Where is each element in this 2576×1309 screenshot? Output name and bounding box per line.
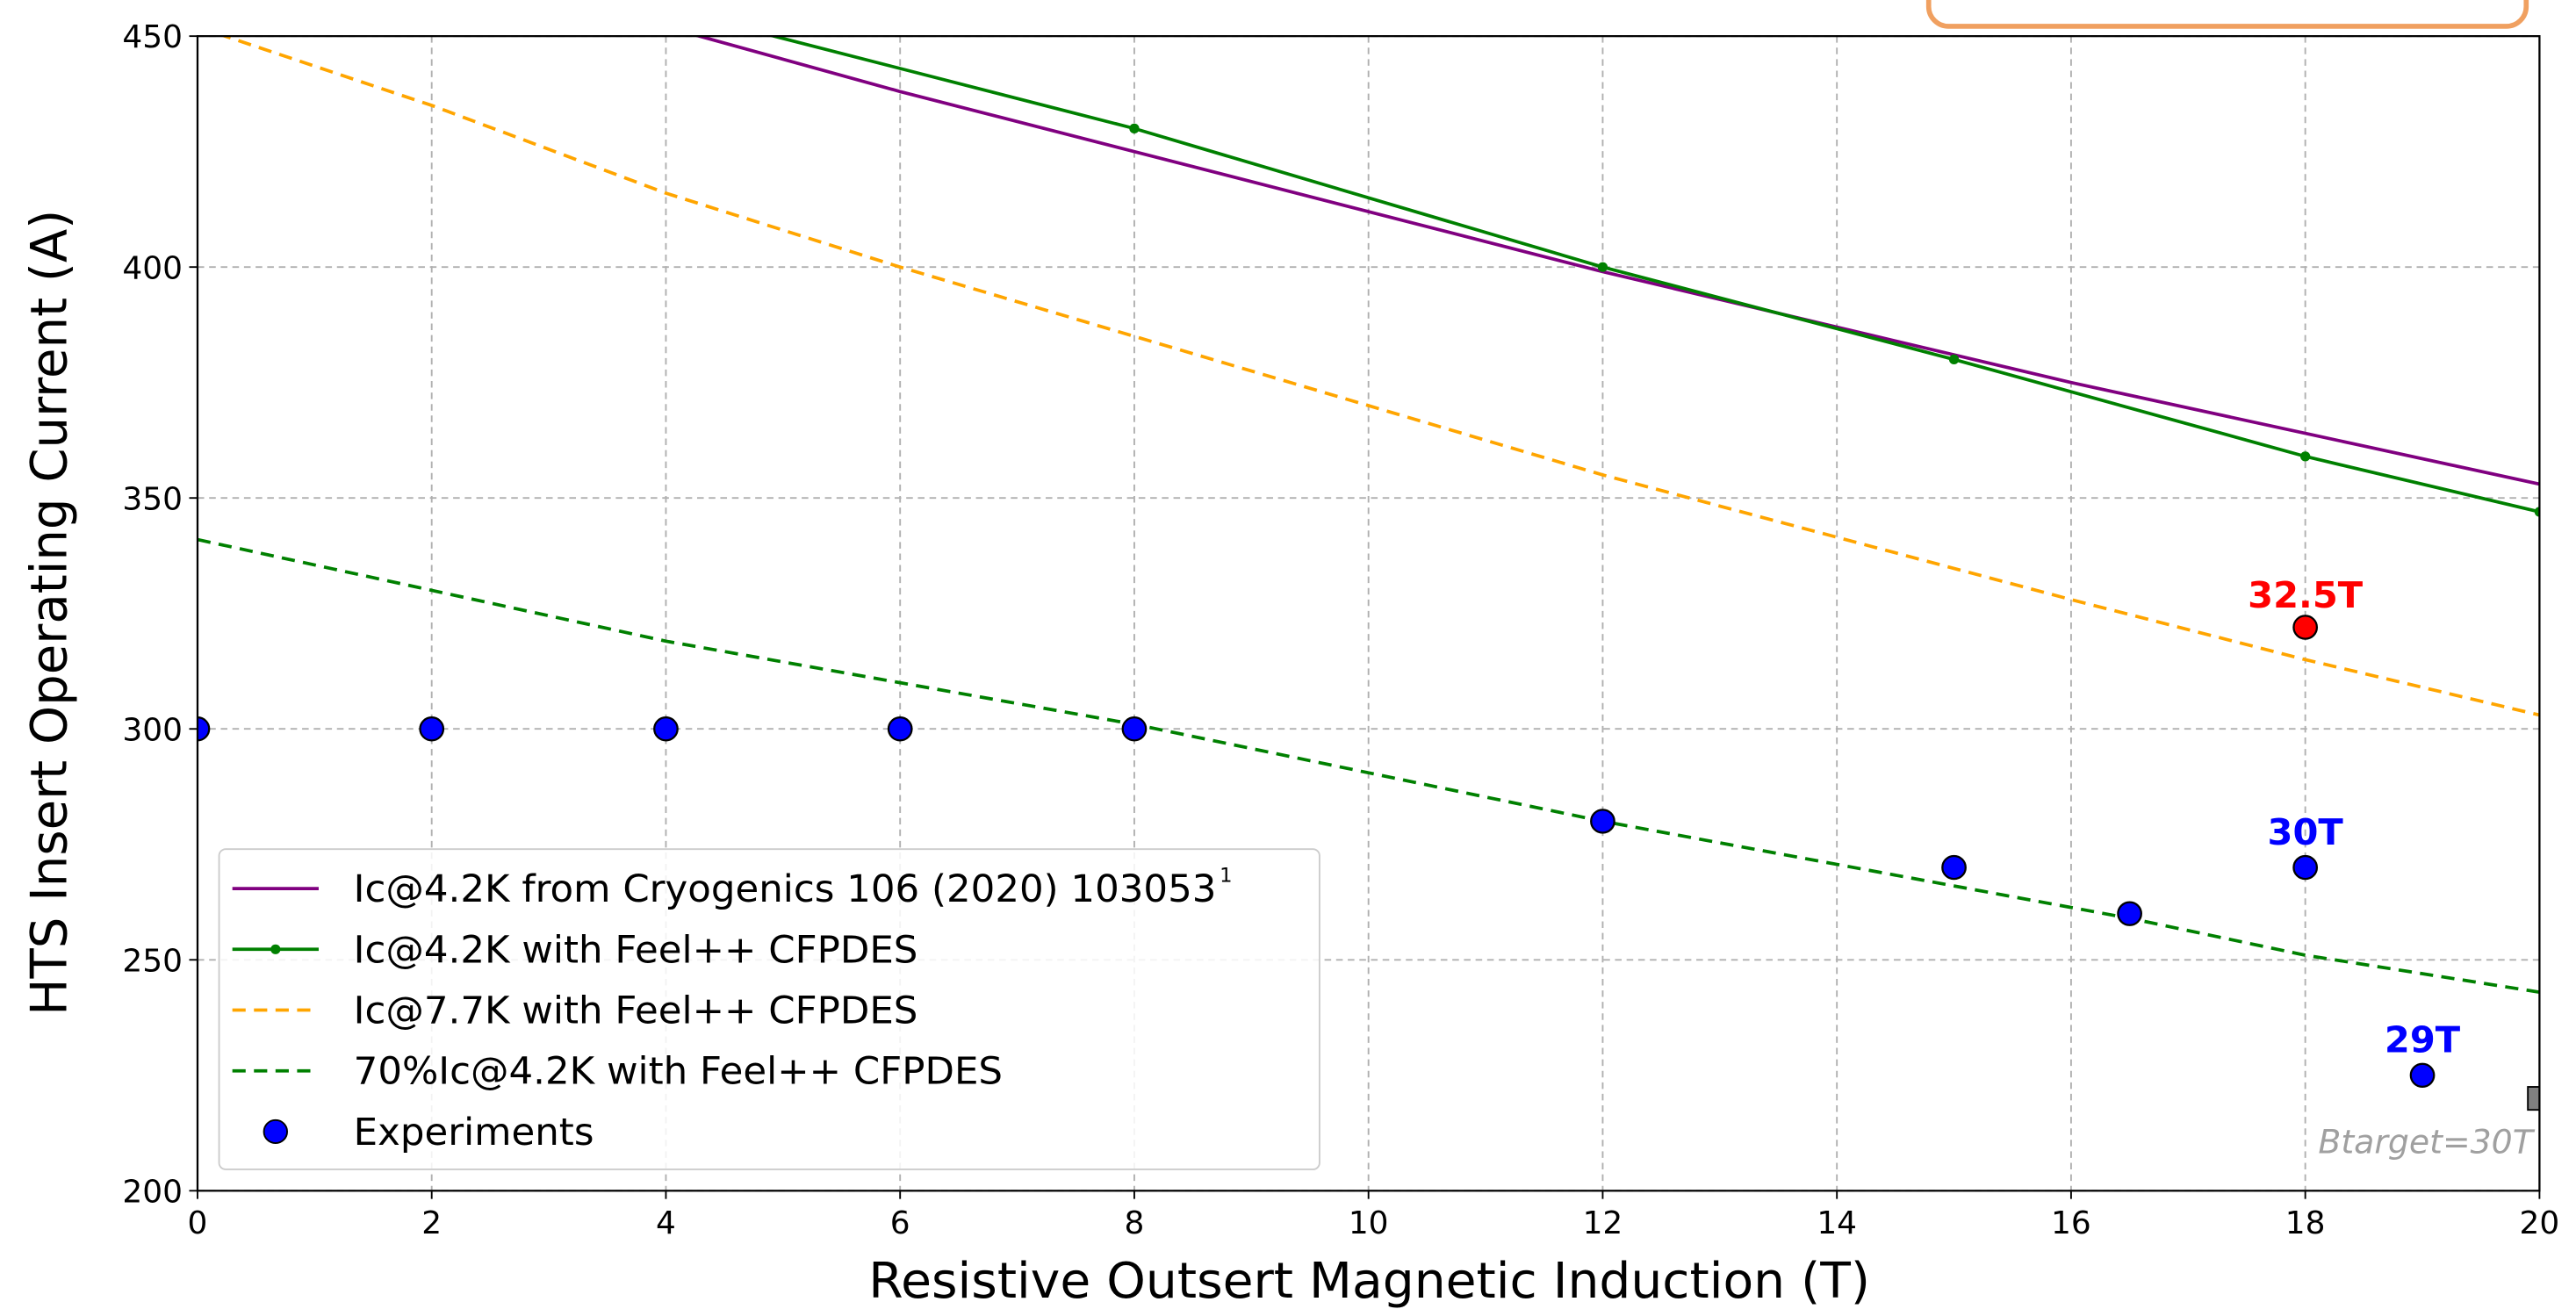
highlight-point [2292,615,2319,640]
legend-marker [263,1118,288,1144]
x-tick-label: 8 [1125,1205,1145,1241]
x-tick-label: 6 [890,1205,910,1241]
y-tick-label: 300 [122,713,183,749]
x-tick-label: 2 [421,1205,442,1241]
x-tick-label: 10 [1349,1205,1389,1241]
legend-label: Ic@7.7K with Feel++ CFPDES [354,989,918,1033]
legend-label: 70%Ic@4.2K with Feel++ CFPDES [354,1050,1003,1094]
y-axis-label: HTS Insert Operating Current (A) [21,210,78,1016]
plot-frame [196,35,2541,1192]
annotation: 29T [2385,1019,2460,1061]
point-label: 32.5T [2248,574,2363,616]
experiment-point [653,716,679,742]
legend-footnote: 1 [1220,865,1232,888]
series-marker [1597,262,1608,272]
experiment-point [197,716,211,742]
experiment-point [2292,854,2319,881]
x-tick-label: 12 [1583,1205,1623,1241]
y-tick-label: 350 [122,481,183,517]
y-tick-label: 400 [122,250,183,286]
experiment-point [1121,716,1148,742]
series-marker [661,4,671,13]
legend-marker [270,944,281,954]
x-tick-label: 4 [656,1205,676,1241]
series-marker [2299,451,2311,462]
x-tick-label: 14 [1817,1205,1857,1241]
x-tick-label: 20 [2520,1205,2560,1241]
experiment-point [419,716,445,742]
legend-label: Ic@4.2K with Feel++ CFPDES [354,928,918,972]
legend-box [218,848,1320,1170]
experiment-point [1941,854,1967,881]
y-tick-label: 250 [122,944,183,980]
y-tick-label: 450 [122,19,183,55]
legend-label: Experiments [354,1111,594,1154]
target-point [2527,1086,2540,1111]
experiment-point [2409,1062,2436,1089]
header-box [1925,0,2529,29]
x-axis-label: Resistive Outsert Magnetic Induction (T) [868,1253,1870,1309]
x-tick-label: 0 [188,1205,208,1241]
series-line [197,537,2540,994]
plot-area [197,4,2540,1111]
series-line [219,36,2540,717]
experiment-point [887,716,913,742]
y-tick-label: 200 [122,1175,183,1211]
annotation: 30T [2268,811,2343,853]
experiment-point [1590,809,1615,834]
series-line [767,36,2540,514]
series-marker [1948,354,1960,365]
series-marker [2534,507,2540,517]
note: Btarget=30T [2318,1122,2535,1161]
x-tick-label: 16 [2051,1205,2091,1241]
x-tick-label: 18 [2285,1205,2326,1241]
series-marker [1129,123,1140,133]
legend-label: Ic@4.2K from Cryogenics 106 (2020) 10305… [354,867,1217,911]
experiment-point [2117,901,2142,926]
